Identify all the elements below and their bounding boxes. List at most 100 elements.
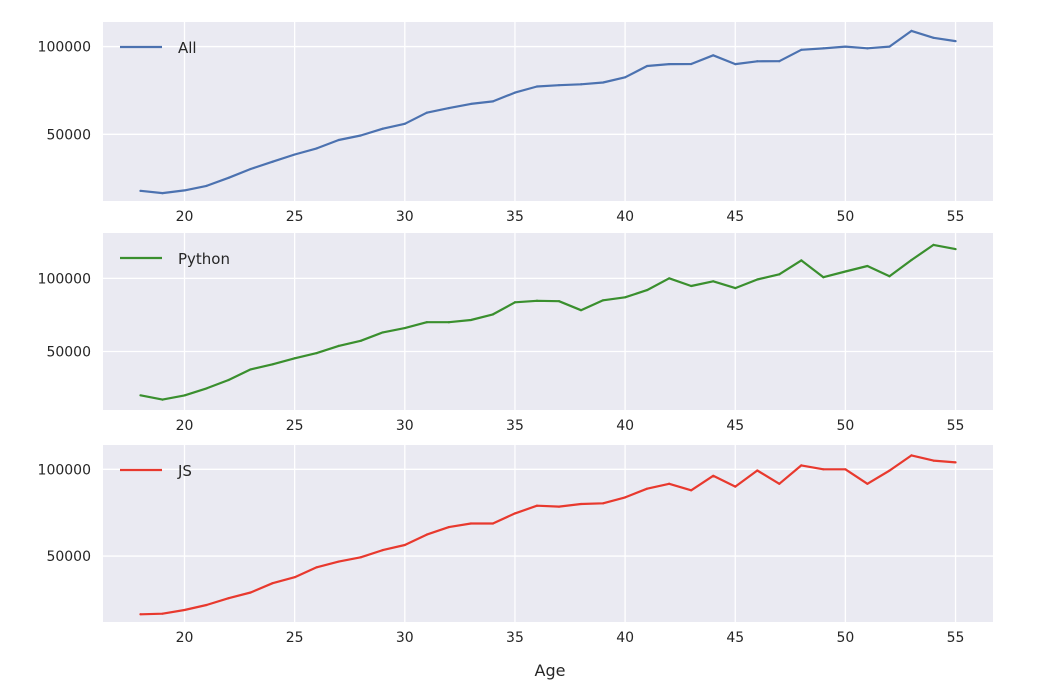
data-point-python (469, 318, 472, 322)
data-point-python (205, 387, 208, 390)
data-point-python (712, 280, 715, 283)
data-point-all (601, 81, 605, 84)
data-point-all (139, 189, 142, 192)
data-point-python (535, 299, 539, 302)
panel-python: 20 25 30 35 40 45 50 55 50000 100000 Python (38, 233, 993, 434)
data-point-all (822, 47, 825, 50)
x-tick-label-python: 55 (947, 418, 965, 434)
data-point-js (337, 560, 340, 563)
data-point-all (800, 48, 803, 51)
data-point-js (315, 566, 318, 569)
data-point-python (668, 277, 671, 280)
data-point-js (910, 454, 913, 457)
data-point-python (601, 299, 605, 302)
data-point-all (337, 138, 340, 142)
data-point-all (469, 102, 472, 106)
data-point-python (513, 301, 517, 304)
data-point-js (557, 505, 561, 508)
x-tick-label-all: 35 (506, 209, 524, 225)
data-point-js (822, 468, 825, 471)
data-point-js (734, 485, 737, 488)
data-point-python (579, 309, 583, 312)
data-point-js (359, 556, 362, 559)
data-point-js (271, 582, 274, 585)
data-point-all (756, 60, 759, 63)
data-point-python (271, 363, 274, 366)
x-tick-label-all: 25 (286, 209, 304, 225)
data-point-python (932, 243, 935, 246)
data-point-js (668, 482, 671, 485)
data-point-all (293, 153, 296, 156)
data-point-python (381, 331, 384, 334)
data-point-python (954, 247, 957, 251)
data-point-all (491, 100, 495, 103)
data-point-python (315, 352, 318, 355)
data-point-python (734, 287, 737, 290)
data-point-js (249, 591, 252, 594)
data-point-all (910, 29, 913, 33)
x-tick-label-js: 20 (176, 630, 194, 646)
y-tick-label-all: 50000 (46, 127, 91, 143)
data-point-js (447, 526, 450, 529)
data-point-js (954, 461, 957, 464)
series-line-all (140, 29, 956, 195)
x-tick-label-js: 30 (396, 630, 414, 646)
x-tick-label-all: 20 (176, 209, 194, 225)
data-point-python (778, 273, 781, 276)
y-tick-label-js: 50000 (46, 549, 91, 565)
data-point-python (822, 276, 825, 279)
data-point-all (161, 192, 164, 195)
data-point-js (624, 496, 627, 499)
data-point-js (513, 512, 517, 515)
series-line-python (140, 243, 956, 401)
series-line-js (140, 454, 956, 616)
data-point-js (381, 548, 384, 552)
data-point-python (690, 284, 693, 288)
data-point-all (866, 47, 869, 50)
data-point-python (866, 264, 869, 268)
y-tick-label-all: 100000 (38, 40, 91, 56)
legend-js: JS (120, 462, 192, 480)
data-point-all (403, 122, 406, 125)
x-tick-label-python: 35 (506, 418, 524, 434)
data-point-all (712, 54, 715, 57)
y-tick-label-python: 50000 (46, 344, 91, 360)
plot-area-all (103, 22, 993, 201)
data-point-js (601, 502, 605, 505)
data-point-js (183, 608, 186, 612)
x-tick-label-all: 40 (616, 209, 634, 225)
data-point-all (624, 76, 627, 79)
data-point-js (205, 603, 208, 607)
panel-js: 20 25 30 35 40 45 50 55 50000 100000 JS (38, 445, 993, 646)
data-point-all (381, 127, 384, 130)
data-point-all (734, 63, 737, 66)
data-point-python (800, 259, 803, 262)
data-point-all (249, 167, 252, 171)
x-axis-label: Age (535, 661, 566, 680)
data-point-js (690, 489, 693, 492)
data-point-js (778, 482, 781, 485)
data-point-js (535, 504, 539, 507)
data-point-all (271, 160, 274, 163)
data-point-python (227, 378, 230, 382)
x-tick-label-all: 55 (947, 209, 965, 225)
data-point-js (888, 469, 891, 472)
x-tick-label-all: 50 (836, 209, 854, 225)
data-point-python (557, 300, 561, 303)
data-point-all (778, 60, 781, 63)
data-point-js (469, 522, 472, 525)
data-point-python (183, 394, 186, 397)
data-point-js (712, 474, 715, 477)
x-tick-label-js: 45 (726, 630, 744, 646)
x-tick-label-python: 20 (176, 418, 194, 434)
x-tick-label-js: 50 (836, 630, 854, 646)
data-point-all (227, 176, 230, 179)
x-tick-label-js: 55 (947, 630, 965, 646)
data-point-python (425, 321, 428, 324)
data-point-python (447, 321, 450, 324)
data-point-all (557, 84, 561, 87)
data-point-python (910, 258, 913, 262)
legend-python: Python (120, 250, 230, 268)
data-point-python (888, 275, 891, 278)
y-tick-label-python: 100000 (38, 271, 91, 287)
